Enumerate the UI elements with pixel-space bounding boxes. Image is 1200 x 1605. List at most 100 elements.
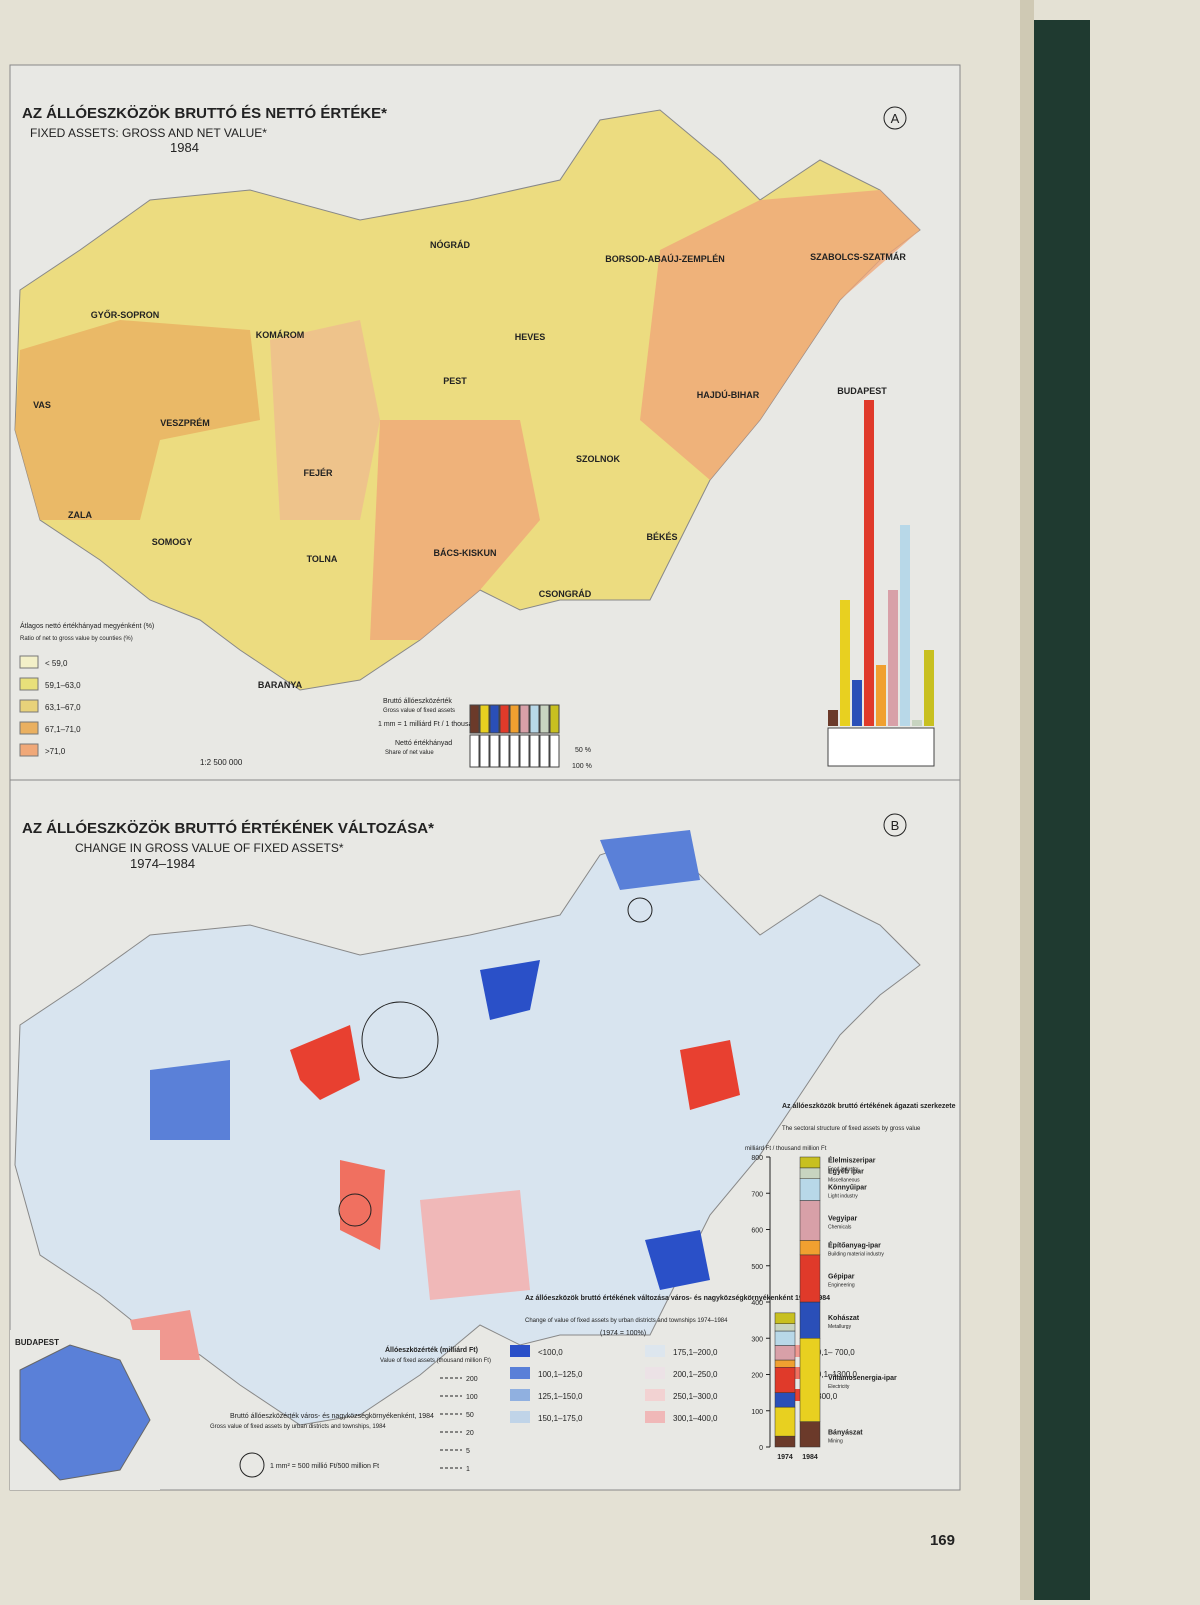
bar-segment <box>799 1254 821 1303</box>
region <box>370 420 540 640</box>
circle <box>627 897 653 923</box>
y-tick-label: 600 <box>751 1228 763 1235</box>
bar-segment <box>799 1301 821 1339</box>
county-label: HEVES <box>515 332 546 342</box>
region <box>15 320 260 520</box>
chart-title: Az állóeszközök bruttó értékének ágazati… <box>782 1103 956 1110</box>
region <box>270 320 380 520</box>
legend-label: Vegyipar <box>828 1215 857 1222</box>
legend-label: Villamosenergia-ipar <box>828 1375 897 1382</box>
budapest-bars <box>827 400 935 767</box>
key-label: 100 % <box>572 763 592 770</box>
subtitle: CHANGE IN GROSS VALUE OF FIXED ASSETS* <box>75 841 344 855</box>
country-b <box>14 834 921 1426</box>
county-label: BARANYA <box>258 680 303 690</box>
legend-label: 400,1– 700,0 <box>808 1348 855 1357</box>
bar-segment <box>774 1392 796 1408</box>
county-label: SOMOGY <box>152 537 193 547</box>
bar-segment <box>774 1435 796 1448</box>
y-tick-label: 800 <box>751 1155 763 1162</box>
legend-label: Miscellaneous <box>828 1177 860 1183</box>
key-swatch <box>509 704 520 734</box>
legend-swatch <box>645 1411 665 1423</box>
district <box>600 830 700 890</box>
legend-value: 200 <box>466 1376 478 1383</box>
key-net <box>499 734 510 768</box>
key-label: Share of net value <box>385 750 434 756</box>
key-swatch <box>519 704 530 734</box>
legend-swatch <box>19 721 39 735</box>
county-label: SZOLNOK <box>576 454 620 464</box>
key-label: 1 mm = 1 milliárd Ft / 1 thousand millio… <box>378 721 510 728</box>
legend-swatch <box>510 1389 530 1401</box>
legend-swatch <box>19 677 39 691</box>
bar-segment <box>774 1323 796 1332</box>
badge-text: B <box>891 818 900 833</box>
key-swatch <box>529 704 540 734</box>
key-swatch <box>539 704 550 734</box>
county-label: PEST <box>443 376 467 386</box>
legend-title: 1 mm² = 500 millió Ft/500 million Ft <box>270 1463 379 1470</box>
key-net <box>539 734 550 768</box>
bar-segment <box>774 1330 796 1346</box>
legend-swatch <box>19 655 39 669</box>
badge <box>883 106 907 130</box>
inset-map <box>19 1344 151 1481</box>
years: 1974–1984 <box>130 856 195 871</box>
key-net <box>529 734 540 768</box>
page-number: 169 <box>930 1532 955 1549</box>
bar-segment <box>799 1338 821 1422</box>
legend-label: Bányászat <box>828 1429 863 1436</box>
legend-swatch <box>19 699 39 713</box>
y-tick-label: 300 <box>751 1336 763 1343</box>
legend-label: >1300,0 <box>808 1392 838 1401</box>
county-label: BÉKÉS <box>646 532 677 542</box>
bar-segment <box>799 1178 821 1201</box>
badge <box>883 813 907 837</box>
county-label: FEJÉR <box>303 468 333 478</box>
page-edge <box>1020 0 1034 1600</box>
legend-label: 700,1–1300,0 <box>808 1370 857 1379</box>
bar-segment <box>774 1312 796 1324</box>
year: 1984 <box>170 140 199 155</box>
legend-swatch <box>510 1345 530 1357</box>
x-tick-label: 1984 <box>802 1454 818 1461</box>
y-tick-label: 0 <box>759 1445 763 1452</box>
legend-value: 20 <box>466 1430 474 1437</box>
bar-segment <box>799 1156 821 1169</box>
legend-swatch <box>645 1389 665 1401</box>
legend-value: 100 <box>466 1394 478 1401</box>
district <box>150 1060 230 1140</box>
legend-title: Állóeszközérték (milliárd Ft) <box>385 1345 478 1354</box>
district <box>340 1160 385 1250</box>
x-tick-label: 1974 <box>777 1454 793 1461</box>
key-swatch <box>479 704 490 734</box>
legend-label: 300,1–400,0 <box>673 1414 718 1423</box>
legend-value: 1 <box>466 1466 470 1473</box>
legend-label: Élelmiszeripar <box>828 1155 876 1164</box>
county-label: NÓGRÁD <box>430 239 470 250</box>
legend-label: 150,1–175,0 <box>538 1414 583 1423</box>
legend-label: Electricity <box>828 1384 850 1390</box>
legend-label: <100,0 <box>538 1348 563 1357</box>
key-label: 50 % <box>575 747 591 754</box>
badge-text: A <box>891 111 900 126</box>
bar-segment <box>774 1406 796 1437</box>
inset-label: BUDAPEST <box>15 1338 59 1347</box>
circle <box>338 1193 372 1227</box>
key-label: Gross value of fixed assets <box>383 708 455 714</box>
legend-swatch <box>510 1367 530 1379</box>
legend-label: Building material industry <box>828 1252 884 1258</box>
legend-label: Food industry <box>828 1166 859 1172</box>
county-label: VAS <box>33 400 51 410</box>
county-label: BORSOD-ABAÚJ-ZEMPLÉN <box>605 253 725 264</box>
legend-label: 59,1–63,0 <box>45 681 81 690</box>
legend-label: Egyéb ipar <box>828 1168 864 1175</box>
title: AZ ÁLLÓESZKÖZÖK BRUTTÓ ÉS NETTÓ ÉRTÉKE* <box>22 104 387 122</box>
bar-segment <box>799 1167 821 1179</box>
legend-title: (1974 = 100%) <box>600 1330 646 1337</box>
legend-label: 175,1–200,0 <box>673 1348 718 1357</box>
district <box>480 960 540 1020</box>
legend-label: Könnyűipar <box>828 1185 867 1192</box>
legend-title: Bruttó állóeszközérték város- és nagyköz… <box>230 1413 434 1420</box>
